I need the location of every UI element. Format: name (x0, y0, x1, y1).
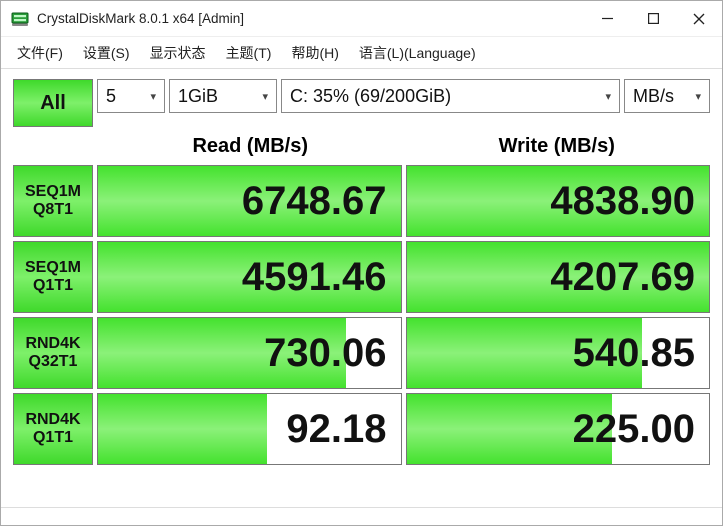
read-cell: 4591.46 (97, 241, 402, 313)
controls-row: All 5 ▾ 1GiB ▾ C: 35% (69/200GiB) ▾ (13, 79, 710, 127)
read-cell: 6748.67 (97, 165, 402, 237)
test-button[interactable]: SEQ1MQ1T1 (13, 241, 93, 313)
test-label-line1: SEQ1M (25, 183, 81, 201)
loops-value: 5 (106, 86, 116, 107)
test-label-line1: SEQ1M (25, 259, 81, 277)
statusbar (1, 507, 722, 525)
read-header: Read (MB/s) (97, 135, 404, 158)
run-all-button[interactable]: All (13, 79, 93, 127)
write-value: 4838.90 (550, 179, 695, 224)
write-value: 225.00 (573, 407, 695, 452)
window-title: CrystalDiskMark 8.0.1 x64 [Admin] (37, 11, 584, 26)
test-label-line2: Q8T1 (33, 201, 73, 219)
menubar: 文件(F) 设置(S) 显示状态 主题(T) 帮助(H) 语言(L)(Langu… (1, 37, 722, 69)
read-value: 730.06 (264, 331, 386, 376)
test-label-line2: Q1T1 (33, 277, 73, 295)
menu-help[interactable]: 帮助(H) (281, 39, 348, 67)
chevron-down-icon: ▾ (262, 90, 268, 103)
menu-language[interactable]: 语言(L)(Language) (349, 39, 486, 67)
read-cell: 92.18 (97, 393, 402, 465)
result-row: RND4KQ32T1 730.06 540.85 (13, 317, 710, 389)
write-value: 4207.69 (550, 255, 695, 300)
result-row: SEQ1MQ1T1 4591.46 4207.69 (13, 241, 710, 313)
write-cell: 540.85 (406, 317, 711, 389)
unit-value: MB/s (633, 86, 674, 107)
read-value: 4591.46 (242, 255, 387, 300)
read-value: 6748.67 (242, 179, 387, 224)
chevron-down-icon: ▾ (605, 90, 611, 103)
test-label-line1: RND4K (25, 335, 80, 353)
window-controls (584, 1, 722, 36)
write-cell: 225.00 (406, 393, 711, 465)
column-headers: Read (MB/s) Write (MB/s) (13, 129, 710, 163)
chevron-down-icon: ▾ (150, 90, 156, 103)
content-area: All 5 ▾ 1GiB ▾ C: 35% (69/200GiB) ▾ (1, 69, 722, 507)
menu-state[interactable]: 显示状态 (140, 39, 216, 67)
chevron-down-icon: ▾ (695, 90, 701, 103)
result-row: SEQ1MQ8T1 6748.67 4838.90 (13, 165, 710, 237)
read-cell: 730.06 (97, 317, 402, 389)
test-button[interactable]: RND4KQ1T1 (13, 393, 93, 465)
maximize-button[interactable] (630, 1, 676, 36)
titlebar: CrystalDiskMark 8.0.1 x64 [Admin] (1, 1, 722, 37)
test-label-line2: Q1T1 (33, 429, 73, 447)
results-grid: SEQ1MQ8T16748.674838.90SEQ1MQ1T14591.464… (13, 165, 710, 495)
close-button[interactable] (676, 1, 722, 36)
menu-settings[interactable]: 设置(S) (73, 39, 140, 67)
write-value: 540.85 (573, 331, 695, 376)
fill-bar (98, 394, 267, 464)
test-button[interactable]: SEQ1MQ8T1 (13, 165, 93, 237)
read-value: 92.18 (286, 407, 386, 452)
app-icon (11, 10, 29, 28)
write-cell: 4207.69 (406, 241, 711, 313)
test-label-line1: RND4K (25, 411, 80, 429)
test-label-line2: Q32T1 (29, 353, 78, 371)
drive-select[interactable]: C: 35% (69/200GiB) ▾ (281, 79, 620, 113)
size-select[interactable]: 1GiB ▾ (169, 79, 277, 113)
drive-value: C: 35% (69/200GiB) (290, 86, 451, 107)
menu-theme[interactable]: 主题(T) (216, 39, 282, 67)
loops-select[interactable]: 5 ▾ (97, 79, 165, 113)
size-value: 1GiB (178, 86, 218, 107)
write-cell: 4838.90 (406, 165, 711, 237)
unit-select[interactable]: MB/s ▾ (624, 79, 710, 113)
minimize-button[interactable] (584, 1, 630, 36)
test-button[interactable]: RND4KQ32T1 (13, 317, 93, 389)
menu-file[interactable]: 文件(F) (7, 39, 73, 67)
app-window: CrystalDiskMark 8.0.1 x64 [Admin] 文件(F) … (0, 0, 723, 526)
result-row: RND4KQ1T1 92.18 225.00 (13, 393, 710, 465)
write-header: Write (MB/s) (404, 135, 711, 158)
